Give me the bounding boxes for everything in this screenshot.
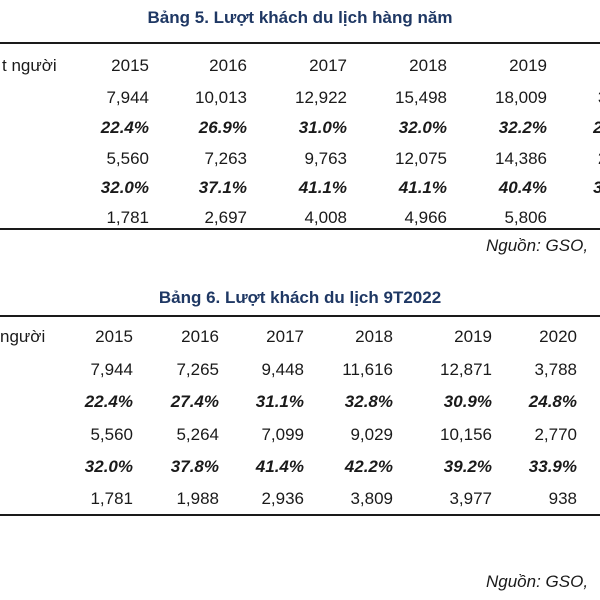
table-cell: 39.2% — [443, 457, 492, 476]
table6-title: Bảng 6. Lượt khách du lịch 9T2022 — [158, 288, 442, 307]
table6-bottom-rule — [0, 514, 600, 516]
table-cell: 3,977 — [449, 489, 492, 508]
table-cell: 31.1% — [255, 392, 304, 411]
table-cell: 27.4% — [170, 392, 219, 411]
column-header: 2015 — [95, 327, 133, 346]
header-label: người — [0, 327, 46, 346]
table-cell: 2,697 — [204, 208, 247, 227]
table-cell: 12,871 — [440, 360, 492, 379]
table-cell: 9,029 — [350, 425, 393, 444]
column-header: 2017 — [266, 327, 304, 346]
table-cell: 1,781 — [106, 208, 149, 227]
table5-source: Nguồn: GSO, — [486, 236, 589, 255]
table5-top-rule — [0, 42, 600, 44]
table-cell: 41.4% — [255, 457, 304, 476]
table-cell: 7,944 — [106, 88, 149, 107]
column-header: 2018 — [409, 56, 447, 75]
column-header: 2018 — [355, 327, 393, 346]
table-cell: 5,560 — [90, 425, 133, 444]
table-cell: 32.2% — [498, 118, 547, 137]
table-cell: 22.4% — [100, 118, 149, 137]
table-cell: 7,265 — [176, 360, 219, 379]
table-cell: 4,008 — [304, 208, 347, 227]
column-header: 2019 — [454, 327, 492, 346]
table-cell: 3, — [598, 88, 600, 108]
column-header: 2016 — [209, 56, 247, 75]
table5-title: Bảng 5. Lượt khách du lịch hàng năm — [147, 8, 453, 27]
table-cell: 25 — [593, 118, 600, 138]
table-cell: 3,788 — [534, 360, 577, 379]
table-cell: 15,498 — [395, 88, 447, 107]
table-cell: 37.8% — [170, 457, 219, 476]
column-header: 2015 — [111, 56, 149, 75]
table-cell: 938 — [548, 489, 577, 508]
table-cell: 5,264 — [176, 425, 219, 444]
table-cell: 24.8% — [528, 392, 577, 411]
table-cell: 9,448 — [261, 360, 304, 379]
table-cell: 10,156 — [440, 425, 492, 444]
table-cell: 2,936 — [261, 489, 304, 508]
table-cell: 26.9% — [198, 118, 247, 137]
table-cell: 33.9% — [528, 457, 577, 476]
table-cell: 41.1% — [398, 178, 447, 197]
table-cell: 42.2% — [344, 457, 393, 476]
table-cell: 34 — [593, 178, 600, 198]
table-cell: 1,988 — [176, 489, 219, 508]
table-cell: 12,922 — [295, 88, 347, 107]
column-header: 2020 — [539, 327, 577, 346]
table-cell: 30.9% — [443, 392, 492, 411]
table-cell: 7,099 — [261, 425, 304, 444]
table-cell: 32.0% — [100, 178, 149, 197]
table-cell: 4,966 — [404, 208, 447, 227]
table-cell: 22.4% — [84, 392, 133, 411]
table-cell: 5,806 — [504, 208, 547, 227]
table-cell: 7,263 — [204, 149, 247, 168]
column-header: 2016 — [181, 327, 219, 346]
table-cell: 32.0% — [84, 457, 133, 476]
table-cell: 9,763 — [304, 149, 347, 168]
table-cell: 41.1% — [298, 178, 347, 197]
table6-source: Nguồn: GSO, — [486, 572, 589, 591]
table-cell: 14,386 — [495, 149, 547, 168]
table5-bottom-rule — [0, 228, 600, 230]
table-cell: 12,075 — [395, 149, 447, 168]
table6-top-rule — [0, 315, 600, 317]
table-cell: 5,560 — [106, 149, 149, 168]
header-label: t người — [2, 56, 57, 75]
table-cell: 2, — [598, 149, 600, 169]
table-cell: 37.1% — [198, 178, 247, 197]
table-cell: 3,809 — [350, 489, 393, 508]
table-cell: 10,013 — [195, 88, 247, 107]
table-cell: 11,616 — [342, 360, 393, 379]
table-cell: 40.4% — [498, 178, 547, 197]
table-cell: 2,770 — [534, 425, 577, 444]
column-header: 2017 — [309, 56, 347, 75]
table-cell: 18,009 — [495, 88, 547, 107]
column-header: 2019 — [509, 56, 547, 75]
table-cell: 7,944 — [90, 360, 133, 379]
table-cell: 1,781 — [90, 489, 133, 508]
table-cell: 32.0% — [398, 118, 447, 137]
table-cell: 32.8% — [344, 392, 393, 411]
table-cell: 31.0% — [298, 118, 347, 137]
